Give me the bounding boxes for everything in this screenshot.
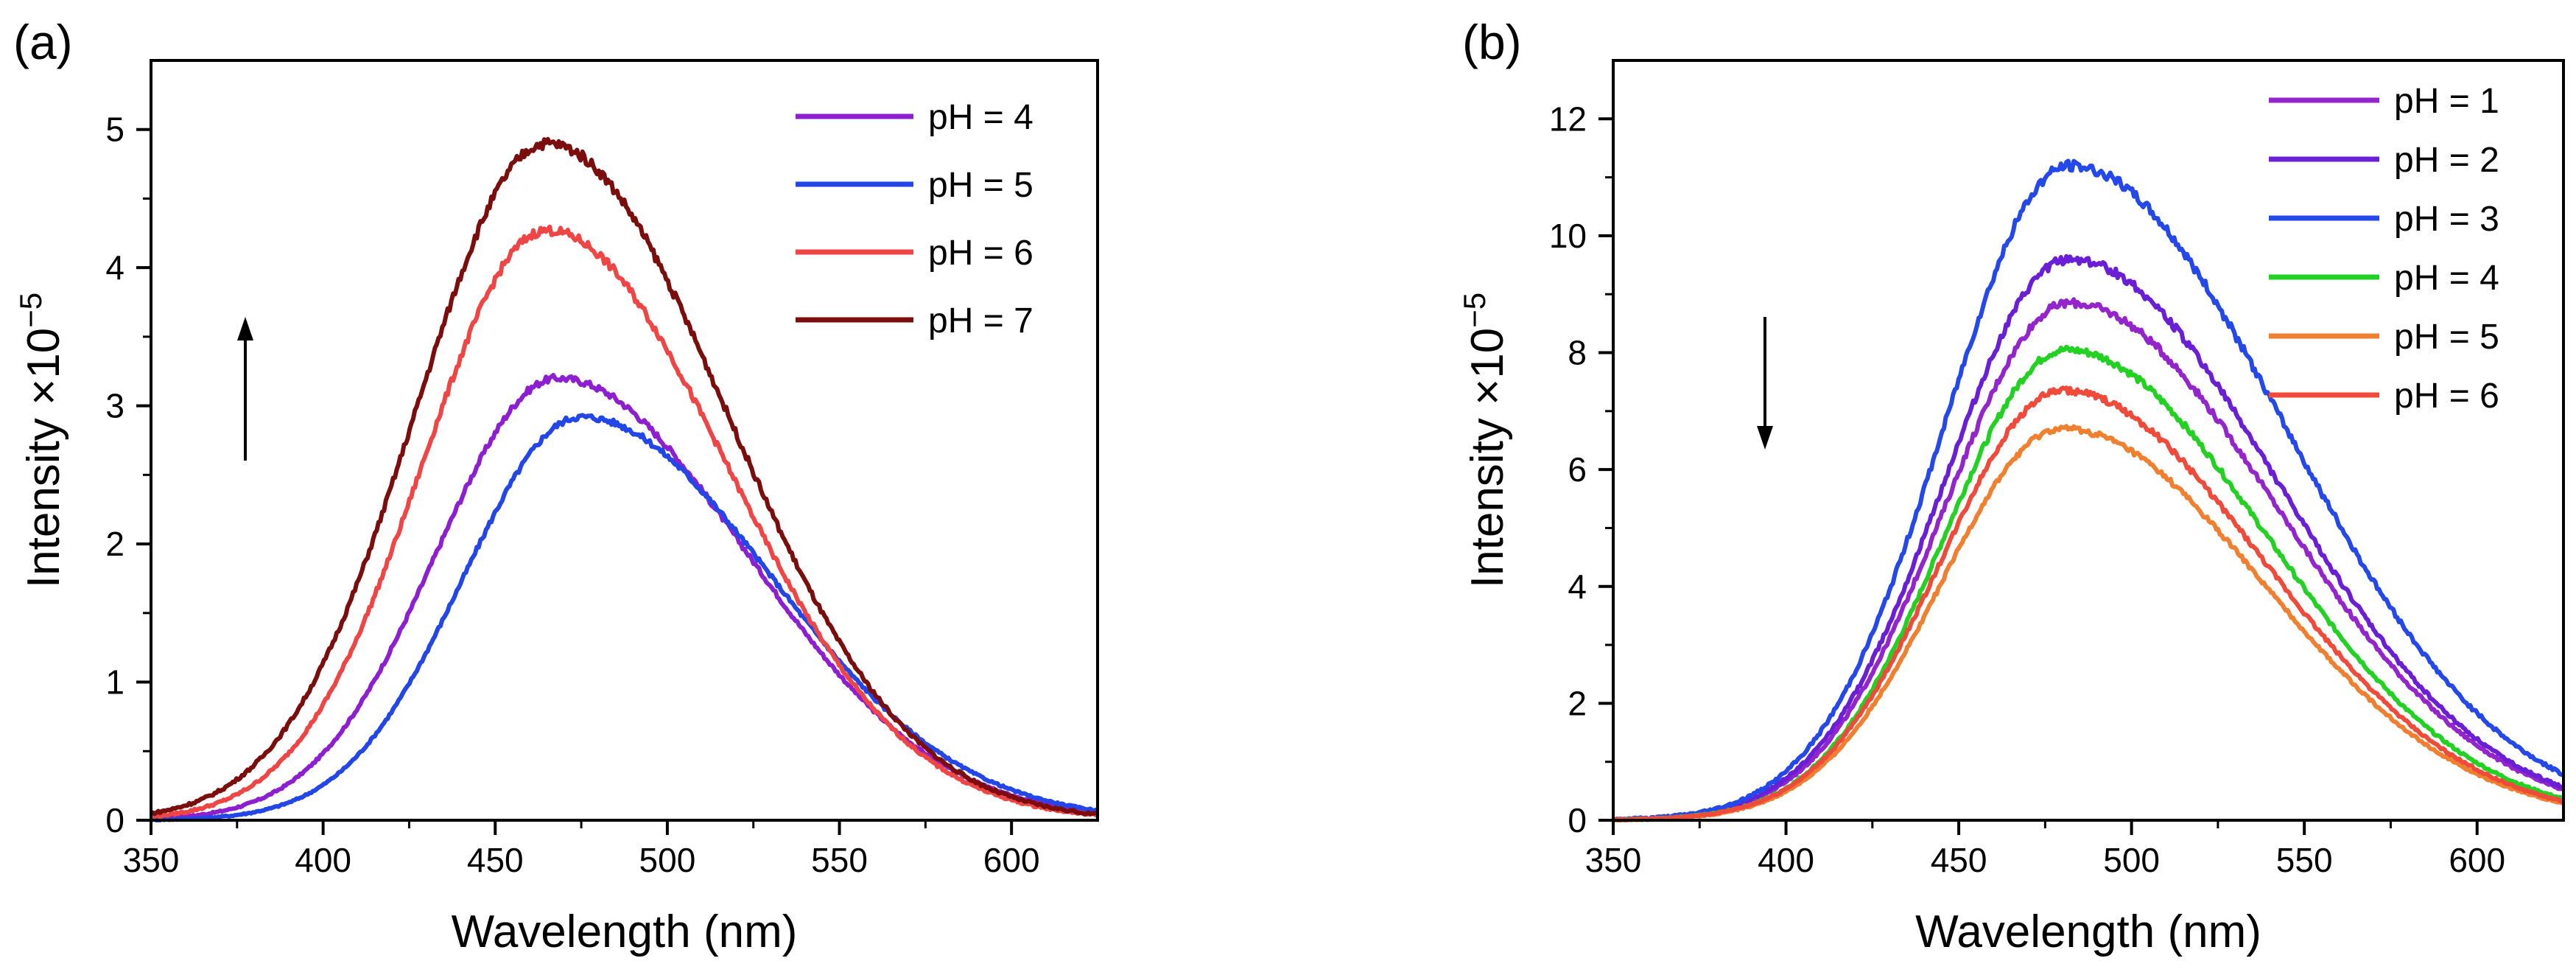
plot-frame [1612, 59, 2565, 822]
panel-label: (a) [13, 15, 73, 69]
legend-label: pH = 4 [2394, 259, 2499, 298]
y-tick-label: 0 [105, 801, 124, 839]
legend-label: pH = 7 [928, 301, 1033, 340]
y-tick-label: 4 [105, 248, 124, 287]
series-line [1612, 254, 2566, 822]
x-tick-label: 400 [1758, 841, 1814, 879]
series-line [150, 136, 1099, 817]
y-tick-label: 3 [105, 387, 124, 425]
panel-a: (a) 350 400 450 500 550 600 0 1 2 3 4 5 Wavelength (n… [13, 15, 1099, 957]
legend-label: pH = 6 [928, 234, 1033, 273]
x-tick-label: 550 [811, 841, 868, 879]
y-tick-label: 5 [105, 111, 124, 149]
series-group [1612, 158, 2566, 822]
series-line [1612, 158, 2564, 822]
y-tick-label: 4 [1568, 567, 1587, 606]
x-axis-title: Wavelength (nm) [1915, 906, 2261, 957]
series-line [150, 373, 1099, 822]
y-tick-label: 6 [1568, 450, 1587, 489]
y-tick-label: 0 [1568, 801, 1587, 839]
series-line [150, 224, 1098, 820]
legend-label: pH = 6 [2394, 377, 2499, 416]
x-tick-label: 400 [295, 841, 351, 879]
y-axis-title-exponent: −5 [13, 293, 48, 328]
plot-frame [150, 59, 1099, 822]
y-tick-label: 8 [1568, 334, 1587, 372]
legend-label: pH = 3 [2394, 200, 2499, 239]
series-group [150, 136, 1099, 822]
panel-label: (b) [1462, 15, 1522, 69]
panel-b: (b) 350 400 450 500 550 600 0 2 4 6 8 10 12 Wavelength… [1457, 15, 2566, 957]
y-axis-title-base: Intensity ×10 [1462, 328, 1513, 588]
x-tick-label: 600 [2449, 841, 2505, 879]
x-tick-label: 500 [2103, 841, 2160, 879]
x-tick-label: 450 [467, 841, 524, 879]
x-axis-title: Wavelength (nm) [452, 906, 798, 957]
y-tick-label: 2 [1568, 684, 1587, 722]
x-tick-label: 450 [1931, 841, 1987, 879]
y-axis-title-exponent: −5 [1457, 293, 1492, 328]
x-tick-label: 500 [639, 841, 696, 879]
x-tick-label: 350 [123, 841, 180, 879]
y-axis-title: Intensity ×10−5 [1457, 293, 1513, 588]
y-tick-label: 12 [1549, 99, 1587, 138]
series-line [1612, 424, 2565, 822]
series-line [1612, 385, 2564, 822]
trend-arrow-head [1757, 426, 1773, 450]
y-axis-title-base: Intensity ×10 [18, 328, 69, 588]
y-axis-title: Intensity ×10−5 [13, 293, 69, 588]
y-tick-label: 1 [105, 663, 124, 702]
x-tick-label: 600 [983, 841, 1040, 879]
legend-label: pH = 4 [928, 98, 1033, 137]
y-tick-label: 10 [1549, 217, 1587, 255]
y-tick-label: 2 [105, 525, 124, 563]
trend-arrow-head [237, 317, 253, 340]
legend-label: pH = 5 [2394, 318, 2499, 357]
series-line [1612, 344, 2564, 822]
x-tick-label: 550 [2276, 841, 2333, 879]
legend: pH = 4 pH = 5 pH = 6 pH = 7 [796, 98, 1033, 340]
legend-label: pH = 1 [2394, 82, 2499, 121]
legend-label: pH = 5 [928, 166, 1033, 205]
legend: pH = 1 pH = 2 pH = 3 pH = 4 pH = 5 pH = 6 [2269, 82, 2499, 416]
x-tick-label: 350 [1585, 841, 1642, 879]
series-line [150, 413, 1099, 822]
legend-label: pH = 2 [2394, 141, 2499, 180]
